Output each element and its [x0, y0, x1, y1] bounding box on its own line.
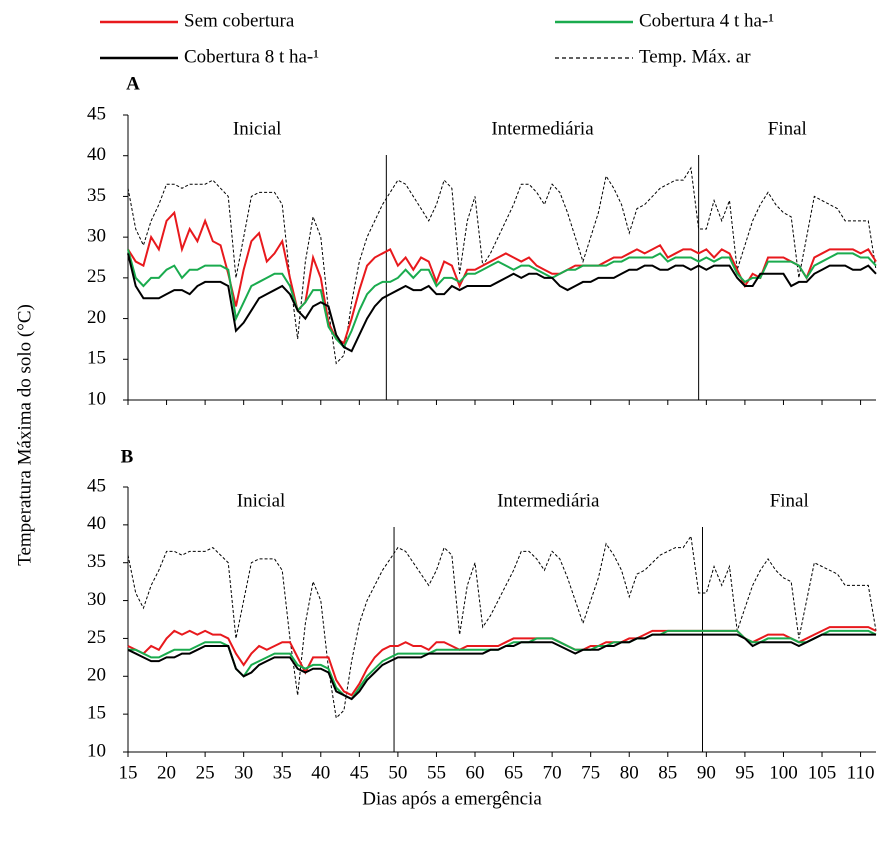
x-tick-label: 25: [196, 762, 215, 783]
y-tick-label: 20: [87, 665, 106, 686]
y-tick-label: 25: [87, 627, 106, 648]
phase-label: Intermediária: [497, 490, 600, 511]
legend-label: Cobertura 8 t ha-¹: [184, 46, 319, 67]
x-tick-label: 100: [769, 762, 798, 783]
y-tick-label: 45: [87, 103, 106, 124]
y-tick-label: 25: [87, 266, 106, 287]
x-tick-label: 70: [543, 762, 562, 783]
series-line: [127, 626, 877, 697]
y-tick-label: 35: [87, 551, 106, 572]
y-tick-label: 20: [87, 307, 106, 328]
x-tick-label: 80: [620, 762, 639, 783]
legend-label: Cobertura 4 t ha-¹: [639, 10, 774, 31]
x-tick-label: 105: [808, 762, 837, 783]
x-tick-label: 60: [466, 762, 485, 783]
y-tick-label: 40: [87, 513, 106, 534]
y-tick-label: 40: [87, 144, 106, 165]
panel-label: A: [126, 73, 140, 94]
x-tick-label: 40: [311, 762, 330, 783]
panel-label: B: [121, 446, 134, 467]
x-tick-label: 30: [234, 762, 253, 783]
x-tick-label: 110: [847, 762, 875, 783]
y-tick-label: 15: [87, 703, 106, 724]
phase-label: Intermediária: [491, 118, 594, 139]
x-axis-label: Dias após a emergência: [362, 788, 542, 809]
x-tick-label: 20: [157, 762, 176, 783]
phase-label: Inicial: [237, 490, 286, 511]
x-tick-label: 75: [581, 762, 600, 783]
x-tick-label: 15: [119, 762, 138, 783]
x-tick-label: 85: [658, 762, 677, 783]
legend-label: Sem cobertura: [184, 10, 295, 31]
x-tick-label: 45: [350, 762, 369, 783]
series-line: [127, 633, 876, 701]
series-line: [127, 166, 877, 365]
x-tick-label: 35: [273, 762, 292, 783]
y-tick-label: 35: [87, 185, 106, 206]
series-line: [127, 249, 877, 349]
series-line: [128, 629, 877, 701]
series-line: [127, 253, 877, 353]
y-axis-label: Temperatura Máxima do solo (°C): [14, 304, 35, 566]
x-tick-label: 95: [735, 762, 754, 783]
legend-label: Temp. Máx. ar: [639, 46, 751, 67]
y-tick-label: 10: [87, 740, 106, 761]
y-tick-label: 30: [87, 589, 106, 610]
series-line: [127, 210, 877, 345]
y-tick-label: 15: [87, 348, 106, 369]
phase-label: Inicial: [233, 118, 282, 139]
y-tick-label: 30: [87, 226, 106, 247]
x-tick-label: 50: [388, 762, 407, 783]
phase-label: Final: [770, 490, 809, 511]
x-tick-label: 65: [504, 762, 523, 783]
phase-label: Final: [768, 118, 807, 139]
y-tick-label: 45: [87, 475, 106, 496]
x-tick-label: 55: [427, 762, 446, 783]
series-line: [127, 534, 877, 719]
y-tick-label: 10: [87, 388, 106, 409]
x-tick-label: 90: [697, 762, 716, 783]
